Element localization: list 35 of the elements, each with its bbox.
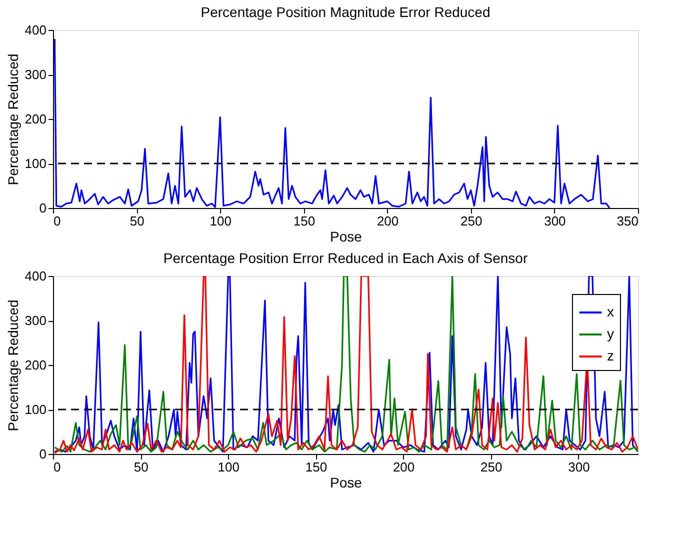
x-tick-label: 0 bbox=[54, 214, 61, 228]
x-tick-label: 150 bbox=[305, 460, 328, 474]
x-tick-label: 300 bbox=[568, 460, 590, 474]
x-tick-label: 50 bbox=[134, 460, 148, 474]
y-tick-label: 100 bbox=[24, 402, 46, 417]
x-tick-label: 100 bbox=[210, 214, 232, 228]
y-tick-label: 200 bbox=[24, 112, 46, 126]
x-axis-title: Pose bbox=[330, 228, 362, 244]
x-axis-title: Pose bbox=[330, 474, 362, 490]
y-axis-title: Percentage Reduced bbox=[4, 300, 21, 432]
y-tick-label: 400 bbox=[24, 268, 46, 284]
legend-label: x bbox=[607, 304, 614, 320]
legend-label: y bbox=[607, 326, 614, 342]
x-tick-label: 100 bbox=[218, 460, 240, 474]
chart-title: Percentage Position Error Reduced in Each Axis of Sensor bbox=[163, 250, 528, 266]
y-tick-label: 100 bbox=[24, 156, 46, 171]
x-tick-label: 150 bbox=[293, 214, 316, 228]
y-tick-label: 300 bbox=[24, 313, 46, 328]
x-tick-label: 200 bbox=[392, 460, 415, 474]
x-tick-label: 350 bbox=[616, 214, 638, 228]
y-axis-title: Percentage Reduced bbox=[4, 54, 21, 186]
y-tick-label: 0 bbox=[39, 200, 46, 216]
x-tick-label: 200 bbox=[376, 214, 399, 228]
legend-label: z bbox=[607, 348, 614, 364]
line-series bbox=[54, 38, 610, 208]
x-tick-label: 250 bbox=[460, 214, 482, 228]
x-tick-label: 300 bbox=[544, 214, 566, 228]
y-tick-label: 400 bbox=[24, 22, 46, 38]
x-tick-label: 0 bbox=[54, 460, 61, 474]
x-tick-label: 50 bbox=[130, 214, 144, 228]
x-tick-label: 250 bbox=[480, 460, 502, 474]
y-tick-label: 200 bbox=[24, 358, 46, 372]
y-tick-label: 0 bbox=[39, 446, 46, 462]
y-tick-label: 300 bbox=[24, 67, 46, 82]
chart-title: Percentage Position Magnitude Error Reduced bbox=[200, 4, 490, 20]
